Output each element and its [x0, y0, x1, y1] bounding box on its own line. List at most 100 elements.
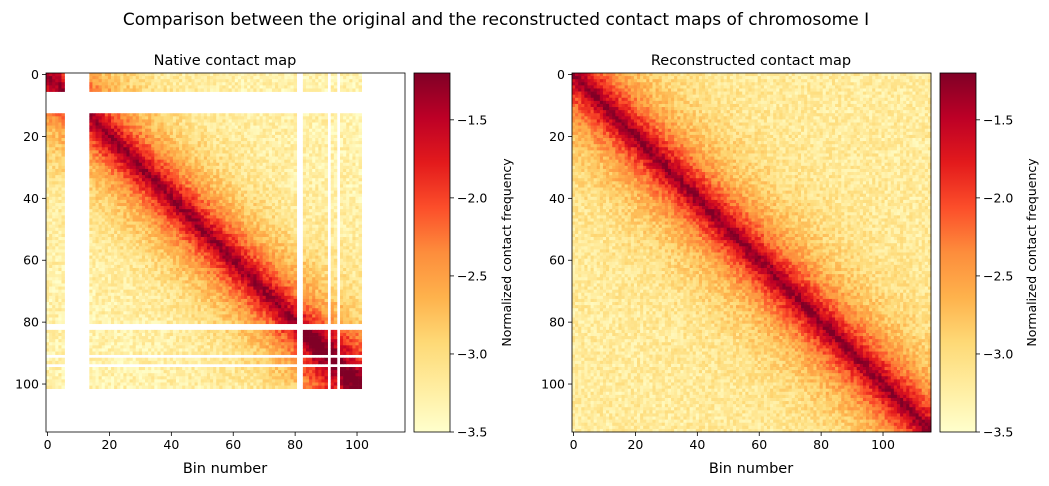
heatmap-cell — [157, 240, 161, 244]
heatmap-cell — [185, 178, 189, 182]
heatmap-cell — [219, 181, 223, 185]
heatmap-cell — [200, 212, 205, 216]
heatmap-cell — [343, 168, 347, 173]
heatmap-cell — [179, 141, 183, 145]
heatmap-cell — [89, 125, 93, 130]
heatmap-cell — [157, 79, 161, 83]
heatmap-cell — [340, 224, 344, 229]
heatmap-cell — [333, 258, 338, 263]
heatmap-cell — [104, 165, 109, 170]
heatmap-cell — [120, 218, 124, 222]
heatmap-cell — [52, 141, 56, 145]
heatmap-cell — [228, 184, 233, 188]
heatmap-cell — [132, 187, 137, 191]
heatmap-cell — [222, 190, 226, 195]
heatmap-cell — [172, 88, 177, 92]
heatmap-cell — [271, 73, 276, 77]
heatmap-cell — [55, 88, 59, 92]
heatmap-cell — [284, 79, 288, 83]
heatmap-cell — [210, 134, 214, 139]
heatmap-cell — [163, 255, 168, 260]
heatmap-cell — [278, 178, 282, 182]
heatmap-cell — [101, 128, 106, 133]
heatmap-cell — [256, 221, 260, 225]
heatmap-cell — [293, 215, 298, 219]
heatmap-cell — [315, 196, 319, 201]
heatmap-cell — [141, 224, 146, 229]
heatmap-cell — [281, 85, 285, 89]
heatmap-cell — [46, 246, 50, 250]
heatmap-cell — [188, 134, 192, 139]
heatmap-cell — [123, 240, 127, 244]
heatmap-cell — [346, 255, 350, 260]
heatmap-cell — [349, 113, 353, 117]
heatmap-cell — [333, 209, 338, 213]
heatmap-cell — [182, 246, 186, 250]
heatmap-cell — [166, 144, 171, 148]
heatmap-cell — [271, 144, 276, 148]
heatmap-cell — [194, 215, 198, 219]
heatmap-cell — [287, 227, 291, 232]
heatmap-cell — [324, 215, 328, 219]
heatmap-cell — [129, 218, 133, 222]
heatmap-cell — [293, 209, 298, 213]
heatmap-cell — [321, 178, 325, 182]
heatmap-cell — [132, 227, 137, 232]
heatmap-cell — [98, 249, 103, 253]
heatmap-cell — [262, 190, 267, 195]
heatmap-cell — [333, 156, 338, 160]
heatmap-cell — [302, 261, 307, 266]
heatmap-cell — [61, 215, 65, 219]
heatmap-cell — [216, 134, 220, 139]
heatmap-cell — [234, 119, 239, 123]
heatmap-cell — [120, 119, 124, 123]
heatmap-cell — [333, 131, 338, 136]
heatmap-cell — [271, 221, 276, 225]
heatmap-cell — [330, 227, 335, 232]
heatmap-cell — [231, 168, 236, 173]
heatmap-cell — [321, 190, 325, 195]
heatmap-cell — [98, 264, 103, 269]
heatmap-cell — [318, 82, 322, 86]
heatmap-cell — [358, 221, 363, 225]
heatmap-cell — [349, 147, 353, 151]
heatmap-cell — [256, 202, 260, 207]
heatmap-cell — [346, 141, 350, 145]
heatmap-cell — [175, 258, 180, 263]
heatmap-cell — [222, 233, 226, 238]
heatmap-cell — [203, 240, 208, 244]
heatmap-cell — [352, 255, 356, 260]
heatmap-cell — [340, 261, 344, 266]
heatmap-cell — [312, 243, 316, 247]
heatmap-cell — [169, 131, 174, 136]
heatmap-cell — [148, 212, 152, 216]
heatmap-cell — [358, 134, 363, 139]
heatmap-cell — [358, 181, 363, 185]
heatmap-cell — [191, 221, 195, 225]
heatmap-cell — [305, 144, 310, 148]
heatmap-cell — [330, 73, 335, 77]
heatmap-cell — [253, 162, 257, 167]
heatmap-cell — [138, 224, 143, 229]
heatmap-cell — [154, 246, 158, 250]
heatmap-cell — [200, 221, 205, 225]
heatmap-cell — [333, 227, 338, 232]
heatmap-cell — [194, 193, 198, 198]
heatmap-cell — [247, 193, 251, 198]
heatmap-cell — [244, 137, 248, 142]
heatmap-cell — [141, 85, 146, 89]
heatmap-cell — [157, 159, 161, 164]
heatmap-cell — [169, 134, 174, 139]
heatmap-cell — [89, 131, 93, 136]
heatmap-cell — [92, 165, 96, 170]
heatmap-cell — [61, 159, 65, 164]
heatmap-cell — [49, 128, 53, 133]
heatmap-cell — [234, 224, 239, 229]
heatmap-cell — [120, 227, 124, 232]
heatmap-cell — [234, 168, 239, 173]
heatmap-cell — [222, 147, 226, 151]
heatmap-cell — [290, 215, 294, 219]
heatmap-cell — [126, 125, 130, 130]
heatmap-cell — [132, 162, 137, 167]
heatmap-cell — [185, 175, 189, 179]
